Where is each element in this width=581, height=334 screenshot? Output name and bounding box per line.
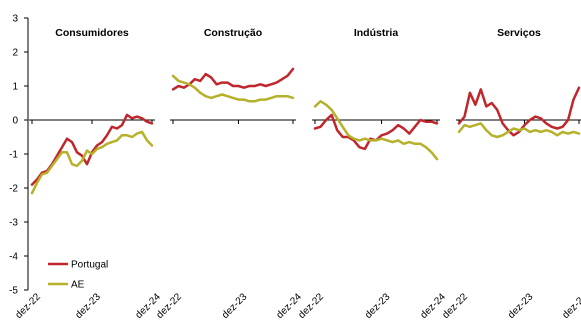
series-line-ae bbox=[171, 74, 295, 103]
x-tick-label: dez-22 bbox=[297, 291, 327, 321]
x-tick-label: dez-22 bbox=[441, 291, 471, 321]
series-line-ae bbox=[30, 130, 154, 195]
legend: Portugal AE bbox=[48, 260, 108, 291]
x-tick-label: dez-23 bbox=[220, 291, 250, 321]
panel-title: Indústria bbox=[354, 27, 398, 39]
y-tick-label: -4 bbox=[9, 252, 18, 263]
y-tick-label: 0 bbox=[12, 116, 18, 127]
y-tick-label: -3 bbox=[9, 218, 18, 229]
series-line-portugal bbox=[171, 67, 295, 91]
y-tick-label: 1 bbox=[12, 82, 18, 93]
y-tick-label: 2 bbox=[12, 48, 18, 59]
y-tick-label: 3 bbox=[12, 14, 18, 25]
x-tick-label: dez-23 bbox=[363, 291, 393, 321]
panel-4: Serviços dez-22 dez-23 dez-24 bbox=[441, 27, 581, 321]
x-tick-label: dez-23 bbox=[74, 291, 104, 321]
y-axis: 3 2 1 0 -1 -2 -3 -4 -5 bbox=[9, 14, 29, 297]
series-line-portugal bbox=[30, 113, 154, 186]
panel-title: Serviços bbox=[497, 27, 541, 39]
series-line-ae bbox=[313, 100, 439, 161]
y-tick-label: -2 bbox=[9, 184, 18, 195]
panels: Consumidores dez-22 dez-23 dez-24 Construção… bbox=[14, 27, 581, 321]
series-line-portugal bbox=[457, 86, 581, 137]
x-tick-label: dez-24 bbox=[561, 291, 581, 321]
panel-title: Construção bbox=[204, 27, 262, 39]
legend-label-ae: AE bbox=[71, 280, 85, 291]
legend-label-portugal: Portugal bbox=[71, 260, 108, 271]
y-tick-label: -5 bbox=[9, 286, 18, 297]
panel-title: Consumidores bbox=[55, 27, 129, 39]
y-tick-label: -1 bbox=[9, 150, 18, 161]
x-tick-label: dez-23 bbox=[506, 291, 536, 321]
series-line-ae bbox=[457, 122, 581, 139]
